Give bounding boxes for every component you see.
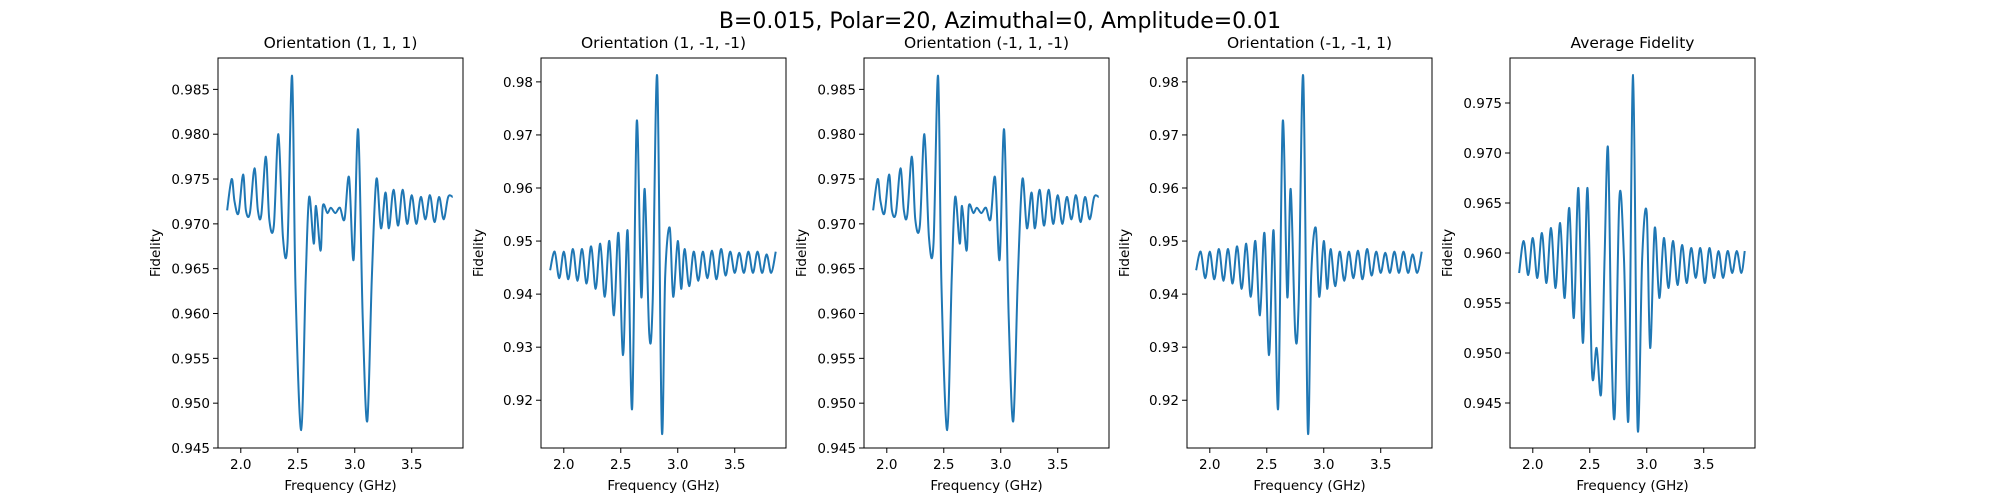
y-tick-label: 0.980 [171, 127, 210, 143]
y-tick-label: 0.95 [1149, 234, 1179, 250]
subplot-5: Average Fidelity 2.0 2.5 3.0 3.5 0.945 0.950 0.… [1440, 34, 1756, 494]
y-tick-label: 0.960 [817, 307, 856, 323]
y-tick-label: 0.955 [171, 351, 210, 367]
series-line-4-1 [1195, 74, 1423, 435]
x-tick-label: 3.5 [401, 457, 422, 473]
y-tick-label: 0.945 [1463, 396, 1502, 412]
axes-frame [540, 57, 787, 449]
subplot-3: Orientation (-1, 1, -1) 2.0 2.5 3.0 3.5 0.945… [794, 34, 1110, 494]
x-axis-label: Frequency (GHz) [1576, 478, 1688, 494]
x-axis-label: Frequency (GHz) [284, 478, 396, 494]
y-tick-label: 0.96 [1149, 181, 1179, 197]
y-tick-label: 0.93 [503, 340, 533, 356]
y-tick-label: 0.93 [1149, 340, 1179, 356]
y-axis-label: Fidelity [1117, 229, 1133, 277]
x-tick-label: 2.0 [876, 457, 897, 473]
subplot-title: Orientation (1, 1, 1) [264, 34, 418, 52]
y-axis-label: Fidelity [1440, 229, 1456, 277]
y-tick-label: 0.970 [817, 217, 856, 233]
y-tick-label: 0.970 [171, 217, 210, 233]
y-tick-label: 0.960 [1463, 246, 1502, 262]
subplot-title: Orientation (1, -1, -1) [581, 34, 746, 52]
y-tick-label: 0.955 [1463, 296, 1502, 312]
x-tick-label: 2.5 [610, 457, 631, 473]
series-line-1-1 [226, 74, 454, 432]
y-tick-label: 0.945 [817, 441, 856, 457]
subplot-title: Orientation (-1, 1, -1) [904, 34, 1069, 52]
y-tick-label: 0.970 [1463, 146, 1502, 162]
axes-frame [863, 57, 1110, 449]
y-tick-label: 0.97 [1149, 128, 1179, 144]
y-tick-label: 0.975 [1463, 96, 1502, 112]
series-line-5-1 [1518, 73, 1746, 433]
y-tick-label: 0.975 [817, 172, 856, 188]
y-tick-label: 0.950 [171, 396, 210, 412]
y-tick-label: 0.95 [503, 234, 533, 250]
y-tick-label: 0.94 [503, 287, 533, 303]
axes-frame [1186, 57, 1433, 449]
x-tick-label: 3.0 [667, 457, 688, 473]
y-tick-label: 0.97 [503, 128, 533, 144]
x-axis-label: Frequency (GHz) [1253, 478, 1365, 494]
x-tick-label: 2.0 [553, 457, 574, 473]
x-tick-label: 3.0 [1636, 457, 1657, 473]
subplot-title: Average Fidelity [1571, 34, 1695, 52]
x-tick-label: 3.5 [1047, 457, 1068, 473]
x-tick-label: 3.5 [1693, 457, 1714, 473]
x-tick-label: 2.0 [1522, 457, 1543, 473]
y-tick-label: 0.94 [1149, 287, 1179, 303]
series-line-2-1 [549, 74, 777, 435]
y-tick-label: 0.96 [503, 181, 533, 197]
x-tick-label: 2.5 [1256, 457, 1277, 473]
subplot-4: Orientation (-1, -1, 1) 2.0 2.5 3.0 3.5 0.92 0… [1117, 34, 1433, 494]
y-tick-label: 0.975 [171, 172, 210, 188]
y-tick-label: 0.945 [171, 441, 210, 457]
axes-frame [217, 57, 464, 449]
subplot-title: Orientation (-1, -1, 1) [1227, 34, 1392, 52]
x-tick-label: 3.5 [724, 457, 745, 473]
x-tick-label: 2.5 [933, 457, 954, 473]
y-tick-label: 0.92 [1149, 393, 1179, 409]
y-tick-label: 0.950 [1463, 346, 1502, 362]
y-tick-label: 0.965 [1463, 196, 1502, 212]
x-tick-label: 3.0 [1313, 457, 1334, 473]
y-tick-label: 0.950 [817, 396, 856, 412]
subplot-1: Orientation (1, 1, 1) 2.0 2.5 3.0 3.5 0.945 0.… [148, 34, 464, 494]
y-tick-label: 0.985 [171, 82, 210, 98]
x-tick-label: 3.5 [1370, 457, 1391, 473]
x-tick-label: 3.0 [344, 457, 365, 473]
y-axis-label: Fidelity [148, 229, 164, 277]
y-tick-label: 0.985 [817, 82, 856, 98]
y-tick-label: 0.98 [1149, 75, 1179, 91]
y-tick-label: 0.98 [503, 75, 533, 91]
x-axis-label: Frequency (GHz) [607, 478, 719, 494]
y-tick-label: 0.955 [817, 351, 856, 367]
subplot-2: Orientation (1, -1, -1) 2.0 2.5 3.0 3.5 0.92 0… [471, 34, 787, 494]
x-tick-label: 2.5 [1579, 457, 1600, 473]
y-tick-label: 0.980 [817, 127, 856, 143]
y-tick-label: 0.92 [503, 393, 533, 409]
x-tick-label: 2.5 [287, 457, 308, 473]
y-axis-label: Fidelity [471, 229, 487, 277]
x-tick-label: 2.0 [230, 457, 251, 473]
y-tick-label: 0.965 [817, 262, 856, 278]
x-axis-label: Frequency (GHz) [930, 478, 1042, 494]
series-line-3-1 [872, 74, 1100, 432]
y-tick-label: 0.960 [171, 307, 210, 323]
x-tick-label: 2.0 [1199, 457, 1220, 473]
y-tick-label: 0.965 [171, 262, 210, 278]
x-tick-label: 3.0 [990, 457, 1011, 473]
y-axis-label: Fidelity [794, 229, 810, 277]
figure-suptitle: B=0.015, Polar=20, Azimuthal=0, Amplitud… [719, 9, 1281, 34]
